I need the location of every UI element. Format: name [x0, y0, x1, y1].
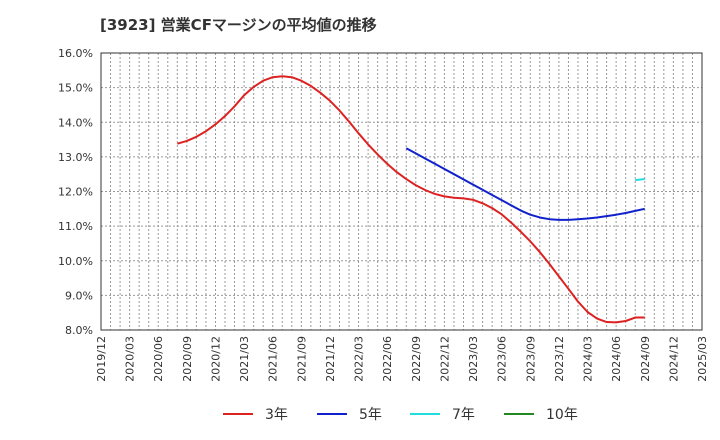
series-line-5年 — [405, 147, 645, 221]
x-tick-label: 2020/09 — [181, 336, 194, 382]
x-tick-label: 2020/12 — [209, 336, 222, 382]
y-tick-labels: 8.0% 9.0% 10.0% 11.0% 12.0% 13.0% 14.0% 15.0% 16… — [58, 47, 93, 337]
y-tick-label: 16.0% — [58, 47, 93, 60]
x-tick-label: 2022/09 — [410, 336, 423, 382]
y-tick-label: 14.0% — [58, 116, 93, 129]
x-tick-label: 2023/12 — [553, 336, 566, 382]
legend-label: 5年 — [359, 407, 382, 423]
plot-frame — [100, 52, 703, 331]
x-tick-label: 2024/09 — [639, 336, 652, 382]
x-tick-label: 2021/03 — [238, 336, 251, 382]
x-tick-label: 2024/03 — [582, 336, 595, 382]
y-tick-label: 10.0% — [58, 255, 93, 268]
x-tick-label: 2023/09 — [524, 336, 537, 382]
y-tick-label: 8.0% — [65, 324, 93, 337]
x-tick-label: 2021/12 — [324, 336, 337, 382]
legend: 3年 5年 7年 10年 — [223, 407, 578, 423]
x-tick-label: 2022/06 — [381, 336, 394, 382]
x-tick-label: 2022/12 — [438, 336, 451, 382]
series-layer — [177, 75, 645, 324]
x-tick-label: 2019/12 — [95, 336, 108, 382]
x-tick-label: 2023/03 — [467, 336, 480, 382]
x-tick-label: 2025/03 — [696, 336, 709, 382]
chart-title: [3923] 営業CFマージンの平均値の推移 — [100, 16, 377, 34]
x-tick-label: 2021/06 — [267, 336, 280, 382]
y-tick-label: 13.0% — [58, 151, 93, 164]
x-tick-labels: 2019/12 2020/03 2020/06 2020/09 2020/12 2021/… — [95, 336, 709, 382]
x-tick-label: 2023/06 — [496, 336, 509, 382]
series-line-7年 — [635, 178, 645, 182]
y-tick-label: 9.0% — [65, 289, 93, 302]
y-tick-label: 15.0% — [58, 82, 93, 95]
grid-layer — [101, 53, 702, 330]
y-tick-label: 12.0% — [58, 186, 93, 199]
x-tick-label: 2021/09 — [295, 336, 308, 382]
y-tick-label: 11.0% — [58, 220, 93, 233]
x-tick-label: 2024/12 — [667, 336, 680, 382]
x-tick-label: 2022/03 — [353, 336, 366, 382]
legend-label: 7年 — [452, 407, 475, 423]
series-line-3年 — [177, 75, 645, 324]
legend-label: 3年 — [265, 407, 288, 423]
x-tick-label: 2020/06 — [152, 336, 165, 382]
x-tick-label: 2020/03 — [124, 336, 137, 382]
x-tick-label: 2024/06 — [610, 336, 623, 382]
legend-label: 10年 — [546, 407, 578, 423]
